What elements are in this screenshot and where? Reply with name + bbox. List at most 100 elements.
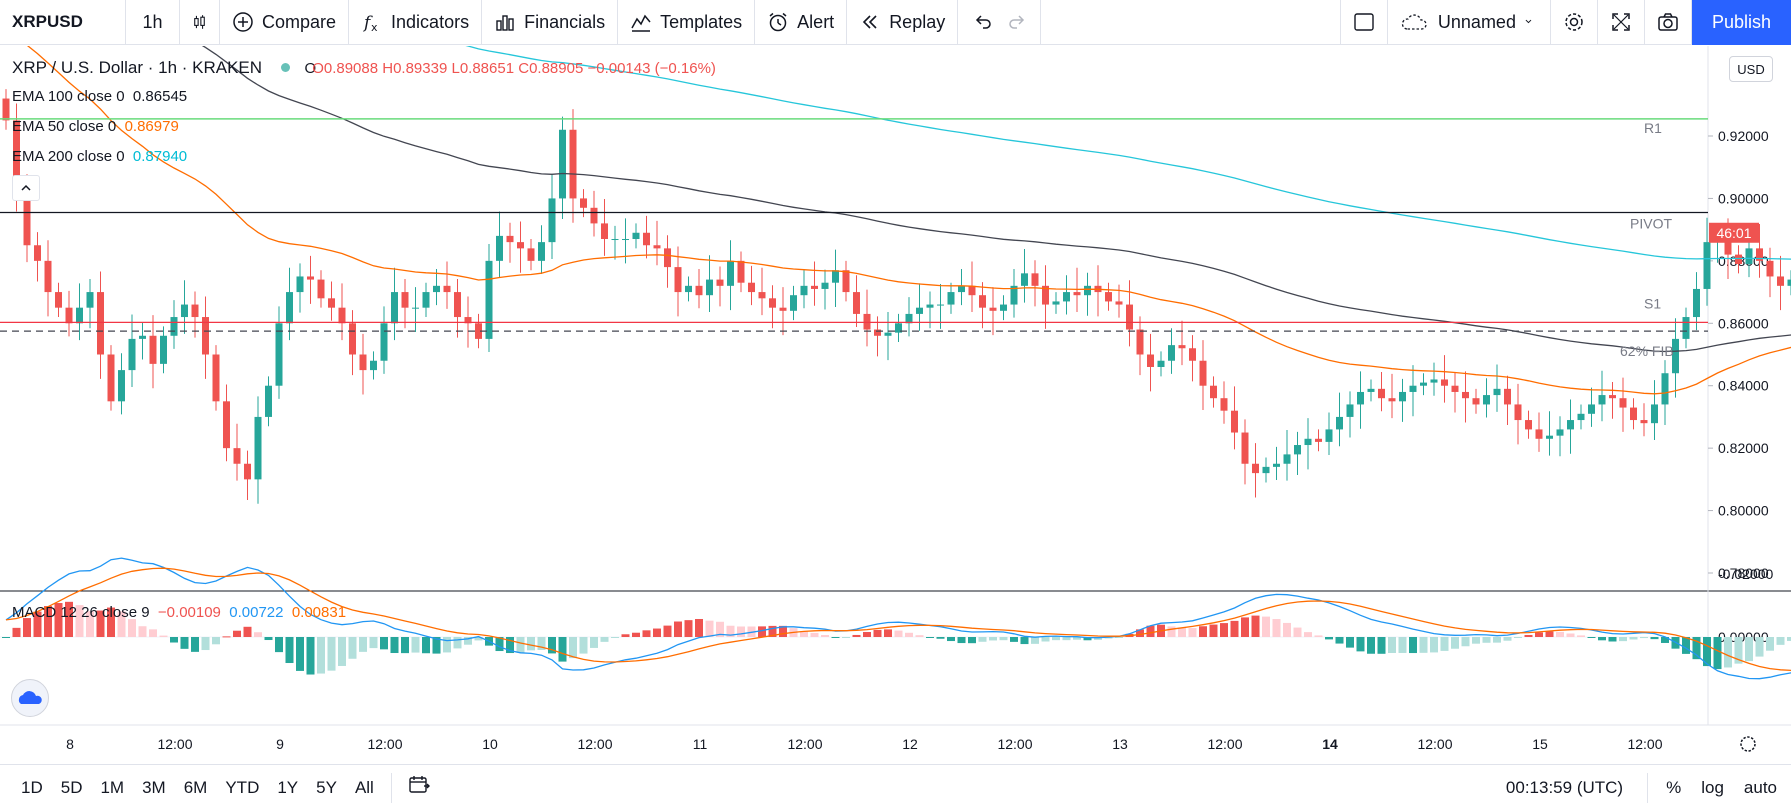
macd-hist-bar xyxy=(1545,631,1554,637)
tradingview-logo[interactable] xyxy=(11,679,49,717)
undo-button[interactable] xyxy=(958,0,1000,45)
macd-hist-bar xyxy=(1650,637,1659,640)
candle-body xyxy=(1273,463,1280,467)
macd-hist-bar xyxy=(306,637,315,675)
settings-button[interactable] xyxy=(1551,0,1598,45)
macd-hist-bar xyxy=(1146,625,1155,637)
legend-collapse-button[interactable] xyxy=(12,175,40,201)
ohlc-values: OO0.89088 H0.89339 L0.88651 C0.88905 −0.… xyxy=(304,60,716,77)
macd-hist-bar xyxy=(1766,637,1774,651)
range-button-6m[interactable]: 6M xyxy=(183,777,208,797)
range-button-1d[interactable]: 1D xyxy=(21,777,43,797)
chart-type-button[interactable] xyxy=(180,0,220,45)
macd-hist-bar xyxy=(75,605,84,637)
macd-hist-bar xyxy=(422,637,430,654)
bar-chart-icon xyxy=(496,15,514,31)
macd-hist-bar xyxy=(222,636,231,638)
goto-date-button[interactable] xyxy=(400,774,440,801)
financials-button[interactable]: Financials xyxy=(482,0,619,45)
macd-hist-bar xyxy=(390,637,399,654)
price-tick-label: 0.92000 xyxy=(1718,128,1769,144)
macd-hist-bar xyxy=(233,630,241,637)
ema100-legend[interactable]: EMA 100 close 0 0.86545 xyxy=(12,88,187,105)
auto-toggle[interactable]: auto xyxy=(1734,778,1791,798)
macd-hist-bar xyxy=(873,629,882,637)
gear-icon xyxy=(1565,13,1583,31)
macd-hist-bar xyxy=(1062,637,1071,641)
axis-settings-icon[interactable] xyxy=(1740,736,1756,752)
macd-hist-bar xyxy=(695,618,703,637)
ohlc-low: L0.88651 xyxy=(451,60,515,77)
bottom-toolbar: 1D 5D 1M 3M 6M YTD 1Y 5Y All 00:13:59 (UTC) % lo… xyxy=(0,764,1791,810)
alert-button[interactable]: Alert xyxy=(755,0,848,45)
macd-hist-bar xyxy=(1230,620,1239,637)
candle-body xyxy=(958,285,965,293)
range-button-3m[interactable]: 3M xyxy=(142,777,166,797)
clock[interactable]: 00:13:59 (UTC) xyxy=(1490,778,1639,798)
plus-circle-icon xyxy=(233,12,253,32)
candle-body xyxy=(926,304,934,308)
chart-canvas[interactable]: 0.780000.800000.820000.840000.860000.880… xyxy=(0,0,1791,764)
candle-body xyxy=(1651,404,1658,424)
macd-hist-bar xyxy=(1041,637,1050,642)
macd-hist-bar xyxy=(1314,635,1323,637)
ohlc-high: H0.89339 xyxy=(382,60,448,77)
save-layout-button[interactable]: Unnamed xyxy=(1388,0,1551,45)
percent-toggle[interactable]: % xyxy=(1656,778,1691,798)
time-tick-label: 12 xyxy=(902,736,918,752)
candle-body xyxy=(97,292,104,355)
range-button-1m[interactable]: 1M xyxy=(100,777,125,797)
range-button-1y[interactable]: 1Y xyxy=(277,777,299,797)
layout-name-label: Unnamed xyxy=(1437,11,1516,32)
macd-hist-bar xyxy=(1251,615,1260,637)
currency-badge[interactable]: USD xyxy=(1729,56,1773,82)
ema200-legend[interactable]: EMA 200 close 0 0.87940 xyxy=(12,148,187,165)
ema50-legend[interactable]: EMA 50 close 0 0.86979 xyxy=(12,118,179,135)
candle-body xyxy=(664,248,671,268)
macd-hist-bar xyxy=(1587,637,1596,638)
macd-hist-bar xyxy=(1115,637,1123,638)
interval-button[interactable]: 1h xyxy=(126,0,180,45)
macd-hist-bar xyxy=(1640,637,1648,639)
chart-area[interactable]: 0.78000 0.80000 0.82000 0.84000 0.86000 0.880… xyxy=(0,0,1791,764)
candle-body xyxy=(401,292,409,308)
compare-button[interactable]: Compare xyxy=(220,0,350,45)
snapshot-button[interactable] xyxy=(1645,0,1692,45)
macd-hist-bar xyxy=(1724,637,1732,668)
candle-body xyxy=(307,276,314,280)
candle-body xyxy=(842,270,850,293)
candle-body xyxy=(1336,416,1343,430)
macd-hist-bar xyxy=(338,637,346,666)
range-button-ytd[interactable]: YTD xyxy=(225,777,260,797)
templates-button[interactable]: Templates xyxy=(618,0,756,45)
candle-body xyxy=(212,354,220,402)
percent-label: % xyxy=(1666,777,1682,797)
macd-hist-bar xyxy=(1272,619,1281,637)
time-tick-label: 15 xyxy=(1532,736,1548,752)
symbol-title: XRP / U.S. Dollar · 1h · KRAKEN xyxy=(12,58,263,77)
candle-body xyxy=(1609,395,1616,399)
candle-body xyxy=(1619,398,1627,408)
candle-body xyxy=(1378,388,1385,399)
publish-button[interactable]: Publish xyxy=(1691,0,1791,45)
range-button-5d[interactable]: 5D xyxy=(60,777,83,797)
symbol-search[interactable]: XRPUSD xyxy=(0,0,126,45)
price-tick-label: 0.84000 xyxy=(1718,378,1769,394)
candle-body xyxy=(884,332,892,336)
macd-hist-bar xyxy=(296,637,304,671)
macd-legend[interactable]: MACD 12 26 close 9 −0.00109 0.00722 0.00… xyxy=(12,604,346,621)
candle-body xyxy=(863,313,871,330)
log-toggle[interactable]: log xyxy=(1691,778,1734,798)
range-button-5y[interactable]: 5Y xyxy=(316,777,337,797)
replay-button[interactable]: Replay xyxy=(847,0,959,45)
candle-body xyxy=(748,282,755,293)
range-button-all[interactable]: All xyxy=(354,777,374,797)
fullscreen-button[interactable] xyxy=(1598,0,1645,45)
layout-toggle-button[interactable] xyxy=(1339,0,1388,45)
macd-hist-bar xyxy=(474,637,483,641)
price-tick-label: 0.80000 xyxy=(1718,503,1769,519)
candle-body xyxy=(769,298,776,308)
candle-body xyxy=(1577,413,1585,421)
redo-button[interactable] xyxy=(1000,0,1042,45)
